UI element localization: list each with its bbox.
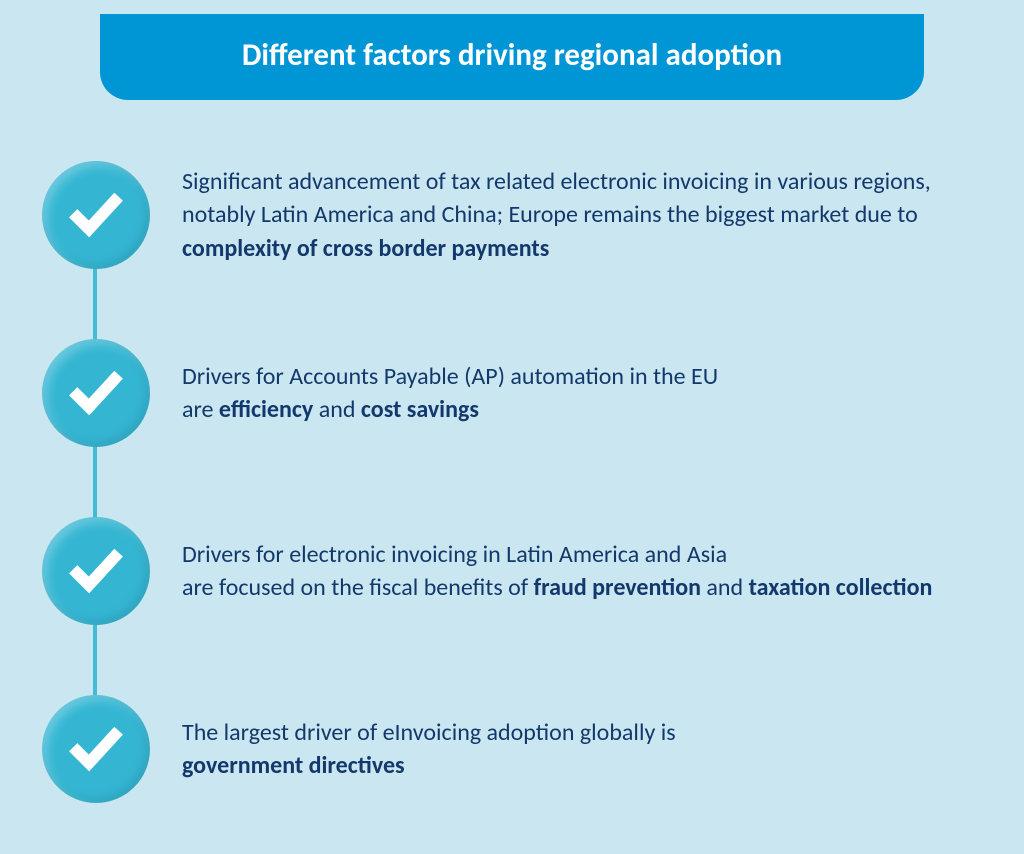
list-item: Drivers for Accounts Payable (AP) automa… [42,338,1024,448]
list-item: Significant advancement of tax related e… [42,160,1024,270]
item-text: Drivers for Accounts Payable (AP) automa… [182,360,718,426]
page-title: Different factors driving regional adopt… [120,36,904,74]
item-text: The largest driver of eInvoicing adoptio… [182,716,676,782]
check-icon [42,161,150,269]
check-icon [42,517,150,625]
check-icon [42,695,150,803]
header-banner: Different factors driving regional adopt… [100,14,924,100]
item-text: Drivers for electronic invoicing in Lati… [182,538,932,604]
factors-list: Significant advancement of tax related e… [0,160,1024,804]
connector-line [93,214,97,714]
list-item: Drivers for electronic invoicing in Lati… [42,516,1024,626]
check-icon [42,339,150,447]
item-text: Significant advancement of tax related e… [182,165,962,264]
list-item: The largest driver of eInvoicing adoptio… [42,694,1024,804]
